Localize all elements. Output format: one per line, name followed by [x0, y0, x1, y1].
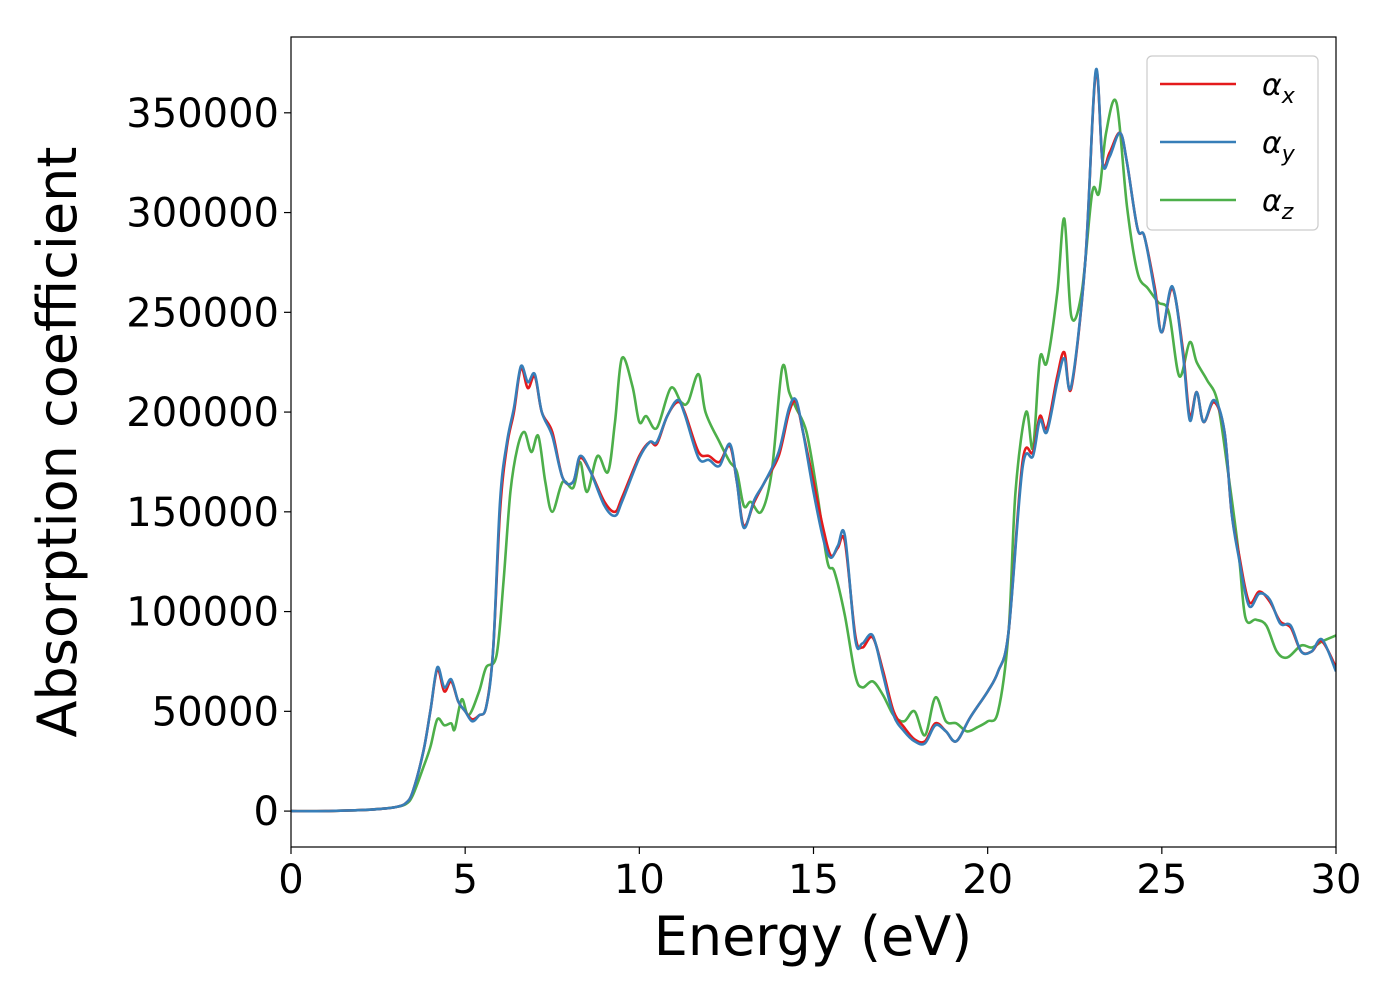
- x-tick-label: 30: [1311, 857, 1362, 903]
- x-tick-label: 0: [278, 857, 303, 903]
- legend-label-y: αy: [1262, 126, 1296, 167]
- y-axis-label: Absorption coefficient: [26, 147, 89, 738]
- y-tick-label: 300000: [126, 191, 279, 237]
- y-tick-label: 200000: [126, 390, 279, 436]
- x-tick-label: 25: [1136, 857, 1187, 903]
- y-tick-label: 250000: [126, 290, 279, 336]
- y-tick-label: 350000: [126, 91, 279, 137]
- legend-label-z: αz: [1262, 184, 1294, 225]
- y-axis-ticks: 0 50000 100000 150000 200000 250000 300000 3500…: [126, 91, 291, 835]
- y-tick-label: 100000: [126, 590, 279, 636]
- y-tick-label: 0: [254, 789, 279, 835]
- legend: αx αy αz: [1146, 55, 1319, 231]
- series-line-y: [291, 67, 1336, 813]
- y-tick-label: 150000: [126, 490, 279, 536]
- x-tick-label: 10: [614, 857, 665, 903]
- x-tick-label: 15: [788, 857, 839, 903]
- plot-frame: [290, 36, 1337, 848]
- legend-label-x: αx: [1262, 68, 1296, 109]
- x-axis-label: Energy (eV): [654, 905, 973, 968]
- x-tick-label: 5: [452, 857, 477, 903]
- x-axis-ticks: 0 5 10 15 20 25 30: [278, 847, 1361, 903]
- x-tick-label: 20: [962, 857, 1013, 903]
- y-tick-label: 50000: [152, 689, 279, 735]
- series-lines: [291, 67, 1336, 813]
